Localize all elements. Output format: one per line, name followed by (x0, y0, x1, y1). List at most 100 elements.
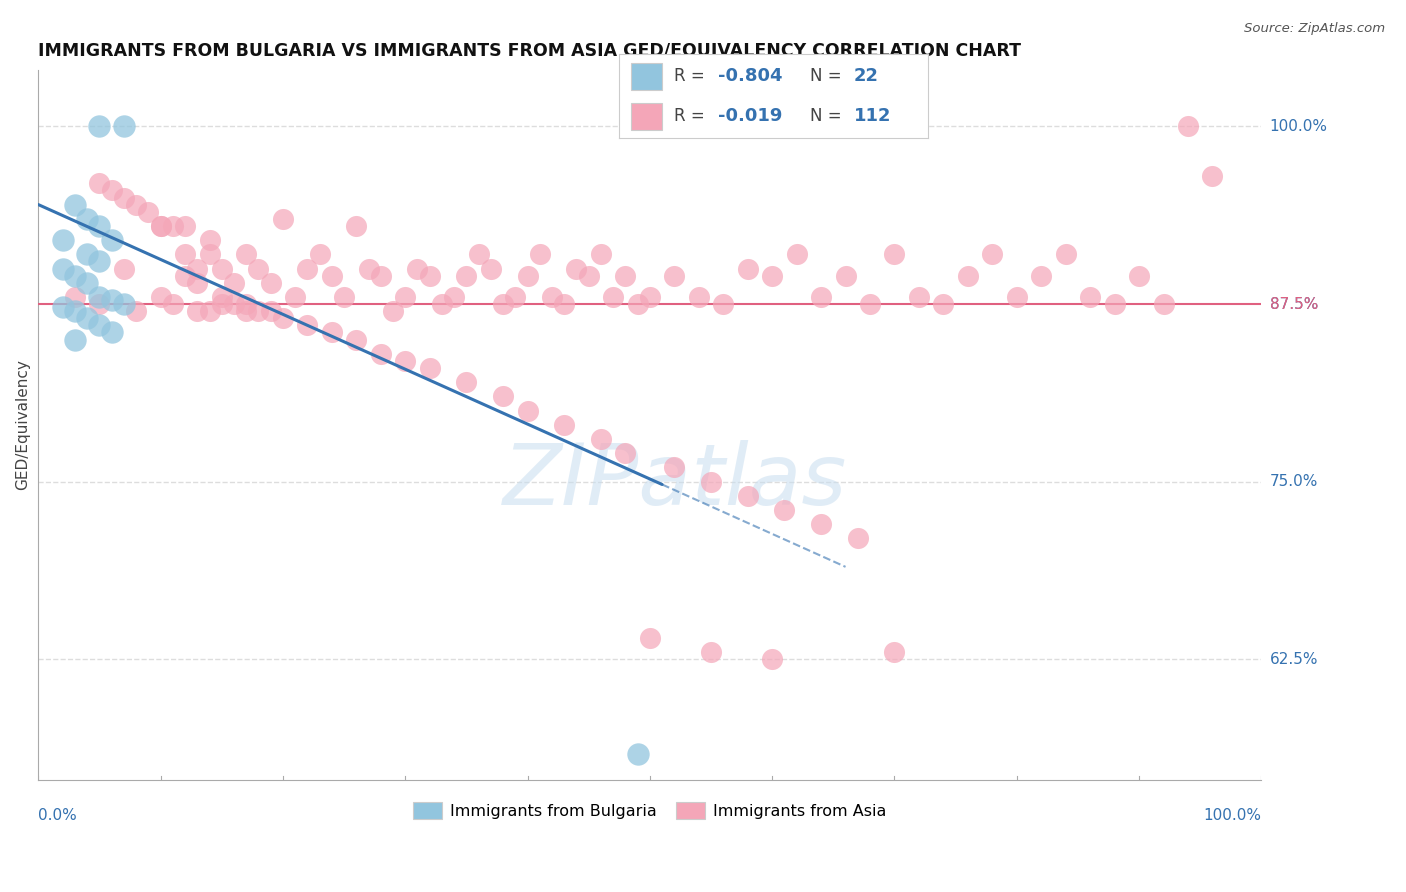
Point (174, 219, 197, 233)
Point (553, 417, 575, 432)
Point (247, 304, 270, 318)
Point (149, 290, 172, 304)
Point (89, 219, 111, 233)
Point (700, 475, 723, 489)
Point (553, 297, 575, 311)
Point (737, 489, 759, 503)
FancyBboxPatch shape (631, 62, 662, 90)
Point (222, 297, 245, 311)
Text: N =: N = (810, 107, 848, 125)
Point (456, 375, 478, 389)
Point (419, 268, 441, 283)
Point (149, 219, 172, 233)
Point (638, 631, 661, 645)
Point (211, 290, 233, 304)
Text: 112: 112 (853, 107, 891, 125)
Text: 0.0%: 0.0% (38, 808, 77, 823)
Point (112, 261, 135, 276)
Text: R =: R = (675, 68, 710, 86)
Point (1031, 268, 1053, 283)
Point (162, 219, 184, 233)
Point (786, 247, 808, 261)
Point (63, 290, 86, 304)
Point (688, 290, 710, 304)
Point (297, 318, 319, 333)
Point (1005, 290, 1028, 304)
Text: -0.804: -0.804 (717, 68, 782, 86)
Point (63, 268, 86, 283)
Point (492, 389, 515, 403)
Point (664, 268, 686, 283)
Point (100, 326, 122, 340)
Point (76, 247, 98, 261)
Point (627, 297, 650, 311)
Legend: Immigrants from Bulgaria, Immigrants from Asia: Immigrants from Bulgaria, Immigrants fro… (408, 796, 893, 825)
Point (516, 403, 538, 417)
Point (198, 233, 221, 247)
Point (516, 268, 538, 283)
Text: 87.5%: 87.5% (1270, 296, 1317, 311)
Point (138, 204, 160, 219)
Point (100, 183, 122, 197)
Point (125, 197, 148, 211)
Point (627, 747, 650, 762)
Text: 100.0%: 100.0% (1204, 808, 1261, 823)
Point (89, 297, 111, 311)
Point (1177, 120, 1199, 134)
Point (89, 290, 111, 304)
Point (589, 247, 612, 261)
Point (89, 120, 111, 134)
Text: R =: R = (675, 107, 710, 125)
FancyBboxPatch shape (631, 103, 662, 130)
Point (1128, 268, 1150, 283)
Point (63, 333, 86, 347)
Point (370, 347, 392, 361)
Point (1104, 297, 1126, 311)
Point (773, 503, 796, 517)
Point (357, 261, 380, 276)
Point (711, 297, 734, 311)
Point (883, 247, 905, 261)
Point (112, 190, 135, 204)
Y-axis label: GED/Equivalency: GED/Equivalency (15, 359, 30, 491)
Point (52, 233, 75, 247)
Point (333, 290, 356, 304)
Point (89, 254, 111, 268)
Point (541, 290, 564, 304)
Point (52, 300, 75, 314)
Point (162, 297, 184, 311)
Point (198, 247, 221, 261)
Point (100, 233, 122, 247)
Point (419, 361, 441, 376)
Text: 22: 22 (853, 68, 879, 86)
Point (394, 354, 416, 368)
Point (737, 261, 759, 276)
Point (271, 311, 294, 326)
Point (89, 318, 111, 333)
Text: -0.019: -0.019 (717, 107, 782, 125)
Point (761, 268, 783, 283)
Point (1054, 247, 1077, 261)
Text: N =: N = (810, 68, 848, 86)
Point (235, 304, 257, 318)
Point (186, 304, 208, 318)
Point (614, 446, 637, 460)
Text: Source: ZipAtlas.com: Source: ZipAtlas.com (1244, 22, 1385, 36)
Point (834, 268, 856, 283)
Point (76, 211, 98, 226)
Point (664, 460, 686, 475)
Point (186, 261, 208, 276)
Point (198, 304, 221, 318)
Point (578, 268, 600, 283)
Point (1201, 169, 1223, 184)
Point (614, 268, 637, 283)
Point (63, 197, 86, 211)
Point (100, 293, 122, 307)
Point (456, 268, 478, 283)
Point (467, 247, 489, 261)
Point (1078, 290, 1101, 304)
Point (956, 268, 979, 283)
Point (394, 290, 416, 304)
Point (174, 268, 197, 283)
Point (186, 276, 208, 290)
